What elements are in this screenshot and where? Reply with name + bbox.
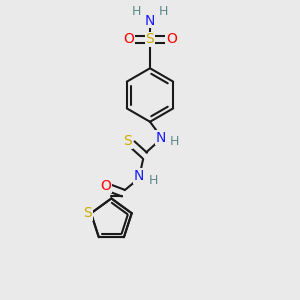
Text: O: O — [123, 32, 134, 46]
Text: S: S — [83, 206, 92, 220]
Text: O: O — [100, 179, 111, 193]
Text: H: H — [159, 5, 168, 18]
Text: H: H — [132, 5, 141, 18]
Text: N: N — [156, 130, 166, 145]
Text: H: H — [148, 174, 158, 187]
Text: S: S — [123, 134, 132, 148]
Text: H: H — [170, 135, 179, 148]
Text: N: N — [134, 169, 144, 183]
Text: O: O — [166, 32, 177, 46]
Text: S: S — [146, 32, 154, 46]
Text: N: N — [145, 14, 155, 28]
